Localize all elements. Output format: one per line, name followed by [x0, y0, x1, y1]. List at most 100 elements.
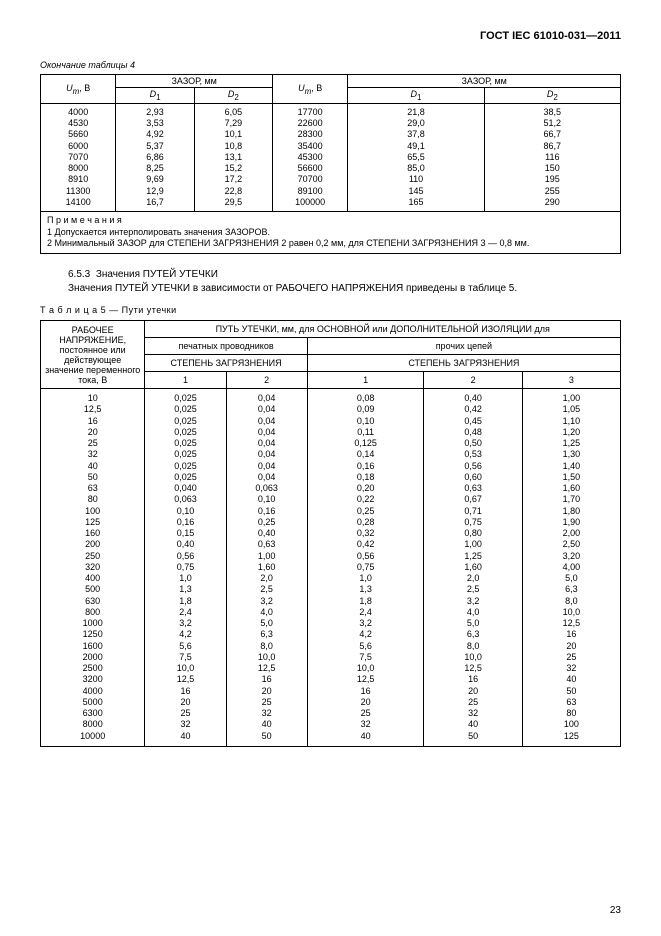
- table-cell: 0,04: [226, 404, 307, 415]
- table-cell: 0,56: [424, 461, 522, 472]
- table-cell: 1,30: [522, 449, 620, 460]
- table-cell: 0,04: [226, 427, 307, 438]
- table-cell: 116: [484, 152, 620, 163]
- table-cell: 0,04: [226, 438, 307, 449]
- table-cell: 0,04: [226, 389, 307, 405]
- table-cell: 7,29: [194, 118, 272, 129]
- table-cell: 70700: [272, 174, 347, 185]
- table-cell: 32: [41, 449, 145, 460]
- table-row: 2500,561,000,561,253,20: [41, 551, 621, 562]
- table-cell: 0,025: [145, 427, 226, 438]
- table-cell: 0,45: [424, 416, 522, 427]
- table-cell: 32: [226, 708, 307, 719]
- table-cell: 3,2: [145, 618, 226, 629]
- table-cell: 320: [41, 562, 145, 573]
- table-cell: 0,16: [145, 517, 226, 528]
- table-cell: 40: [424, 719, 522, 730]
- table-row: 12,50,0250,040,090,421,05: [41, 404, 621, 415]
- table-cell: 0,04: [226, 472, 307, 483]
- table-cell: 5000: [41, 697, 145, 708]
- table4-note2: 2 Минимальный ЗАЗОР для СТЕПЕНИ ЗАГРЯЗНЕ…: [47, 238, 614, 250]
- table-cell: 35400: [272, 141, 347, 152]
- table-cell: 1,05: [522, 404, 620, 415]
- table-cell: 29,0: [348, 118, 484, 129]
- table-cell: 8910: [41, 174, 116, 185]
- table-cell: 0,15: [145, 528, 226, 539]
- table-cell: 0,75: [424, 517, 522, 528]
- table-cell: 2,0: [226, 573, 307, 584]
- table-cell: 80: [522, 708, 620, 719]
- table-cell: 2500: [41, 663, 145, 674]
- table-cell: 145: [348, 186, 484, 197]
- table-cell: 2,4: [307, 607, 424, 618]
- table-cell: 0,025: [145, 416, 226, 427]
- table-cell: 0,025: [145, 438, 226, 449]
- table-cell: 0,025: [145, 472, 226, 483]
- table-cell: 0,80: [424, 528, 522, 539]
- table-cell: 12,5: [145, 674, 226, 685]
- table-cell: 150: [484, 163, 620, 174]
- table-cell: 3,20: [522, 551, 620, 562]
- table-cell: 20: [145, 697, 226, 708]
- table-cell: 0,025: [145, 449, 226, 460]
- table-cell: 40: [145, 731, 226, 747]
- table-cell: 2,50: [522, 539, 620, 550]
- table-row: 10003,25,03,25,012,5: [41, 618, 621, 629]
- table-cell: 125: [41, 517, 145, 528]
- table-cell: 1,00: [226, 551, 307, 562]
- table-cell: 4,92: [116, 129, 194, 140]
- table-cell: 0,40: [226, 528, 307, 539]
- table-cell: 5,0: [424, 618, 522, 629]
- table-cell: 25: [41, 438, 145, 449]
- table-cell: 20: [41, 427, 145, 438]
- table-cell: 0,20: [307, 483, 424, 494]
- table-cell: 0,75: [145, 562, 226, 573]
- table-cell: 0,25: [226, 517, 307, 528]
- table-row: 50002025202563: [41, 697, 621, 708]
- table-cell: 20: [307, 697, 424, 708]
- table-cell: 6,3: [522, 584, 620, 595]
- table-cell: 0,28: [307, 517, 424, 528]
- table-row: 89109,6917,270700110195: [41, 174, 621, 185]
- table-cell: 4000: [41, 103, 116, 118]
- table-cell: 8,0: [522, 596, 620, 607]
- table-cell: 400: [41, 573, 145, 584]
- table-cell: 63: [41, 483, 145, 494]
- table-cell: 10,0: [145, 663, 226, 674]
- table-cell: 14100: [41, 197, 116, 212]
- table-cell: 1,0: [145, 573, 226, 584]
- table-cell: 10,0: [522, 607, 620, 618]
- table-cell: 8,25: [116, 163, 194, 174]
- table-row: 800,0630,100,220,671,70: [41, 494, 621, 505]
- table-row: 800032403240100: [41, 719, 621, 730]
- table-cell: 1250: [41, 629, 145, 640]
- table-cell: 10,1: [194, 129, 272, 140]
- table-cell: 63: [522, 697, 620, 708]
- table-cell: 3,53: [116, 118, 194, 129]
- table-row: 56604,9210,12830037,866,7: [41, 129, 621, 140]
- table-cell: 290: [484, 197, 620, 212]
- table-cell: 20: [424, 686, 522, 697]
- table-row: 70706,8613,14530065,5116: [41, 152, 621, 163]
- table-cell: 50: [424, 731, 522, 747]
- table-row: 320,0250,040,140,531,30: [41, 449, 621, 460]
- table-cell: 12,5: [307, 674, 424, 685]
- table-cell: 1,80: [522, 506, 620, 517]
- table-cell: 15,2: [194, 163, 272, 174]
- table-cell: 32: [424, 708, 522, 719]
- table-cell: 32: [522, 663, 620, 674]
- table4-caption: Окончание таблицы 4: [40, 60, 621, 70]
- table-cell: 25: [522, 652, 620, 663]
- table-cell: 0,25: [307, 506, 424, 517]
- table-cell: 5,0: [226, 618, 307, 629]
- table-cell: 0,16: [307, 461, 424, 472]
- table-cell: 1,90: [522, 517, 620, 528]
- table-cell: 4000: [41, 686, 145, 697]
- table-cell: 6,86: [116, 152, 194, 163]
- table-cell: 1,60: [522, 483, 620, 494]
- table-cell: 250: [41, 551, 145, 562]
- table-cell: 4530: [41, 118, 116, 129]
- table-cell: 16: [307, 686, 424, 697]
- table-cell: 1600: [41, 641, 145, 652]
- table-row: 40001620162050: [41, 686, 621, 697]
